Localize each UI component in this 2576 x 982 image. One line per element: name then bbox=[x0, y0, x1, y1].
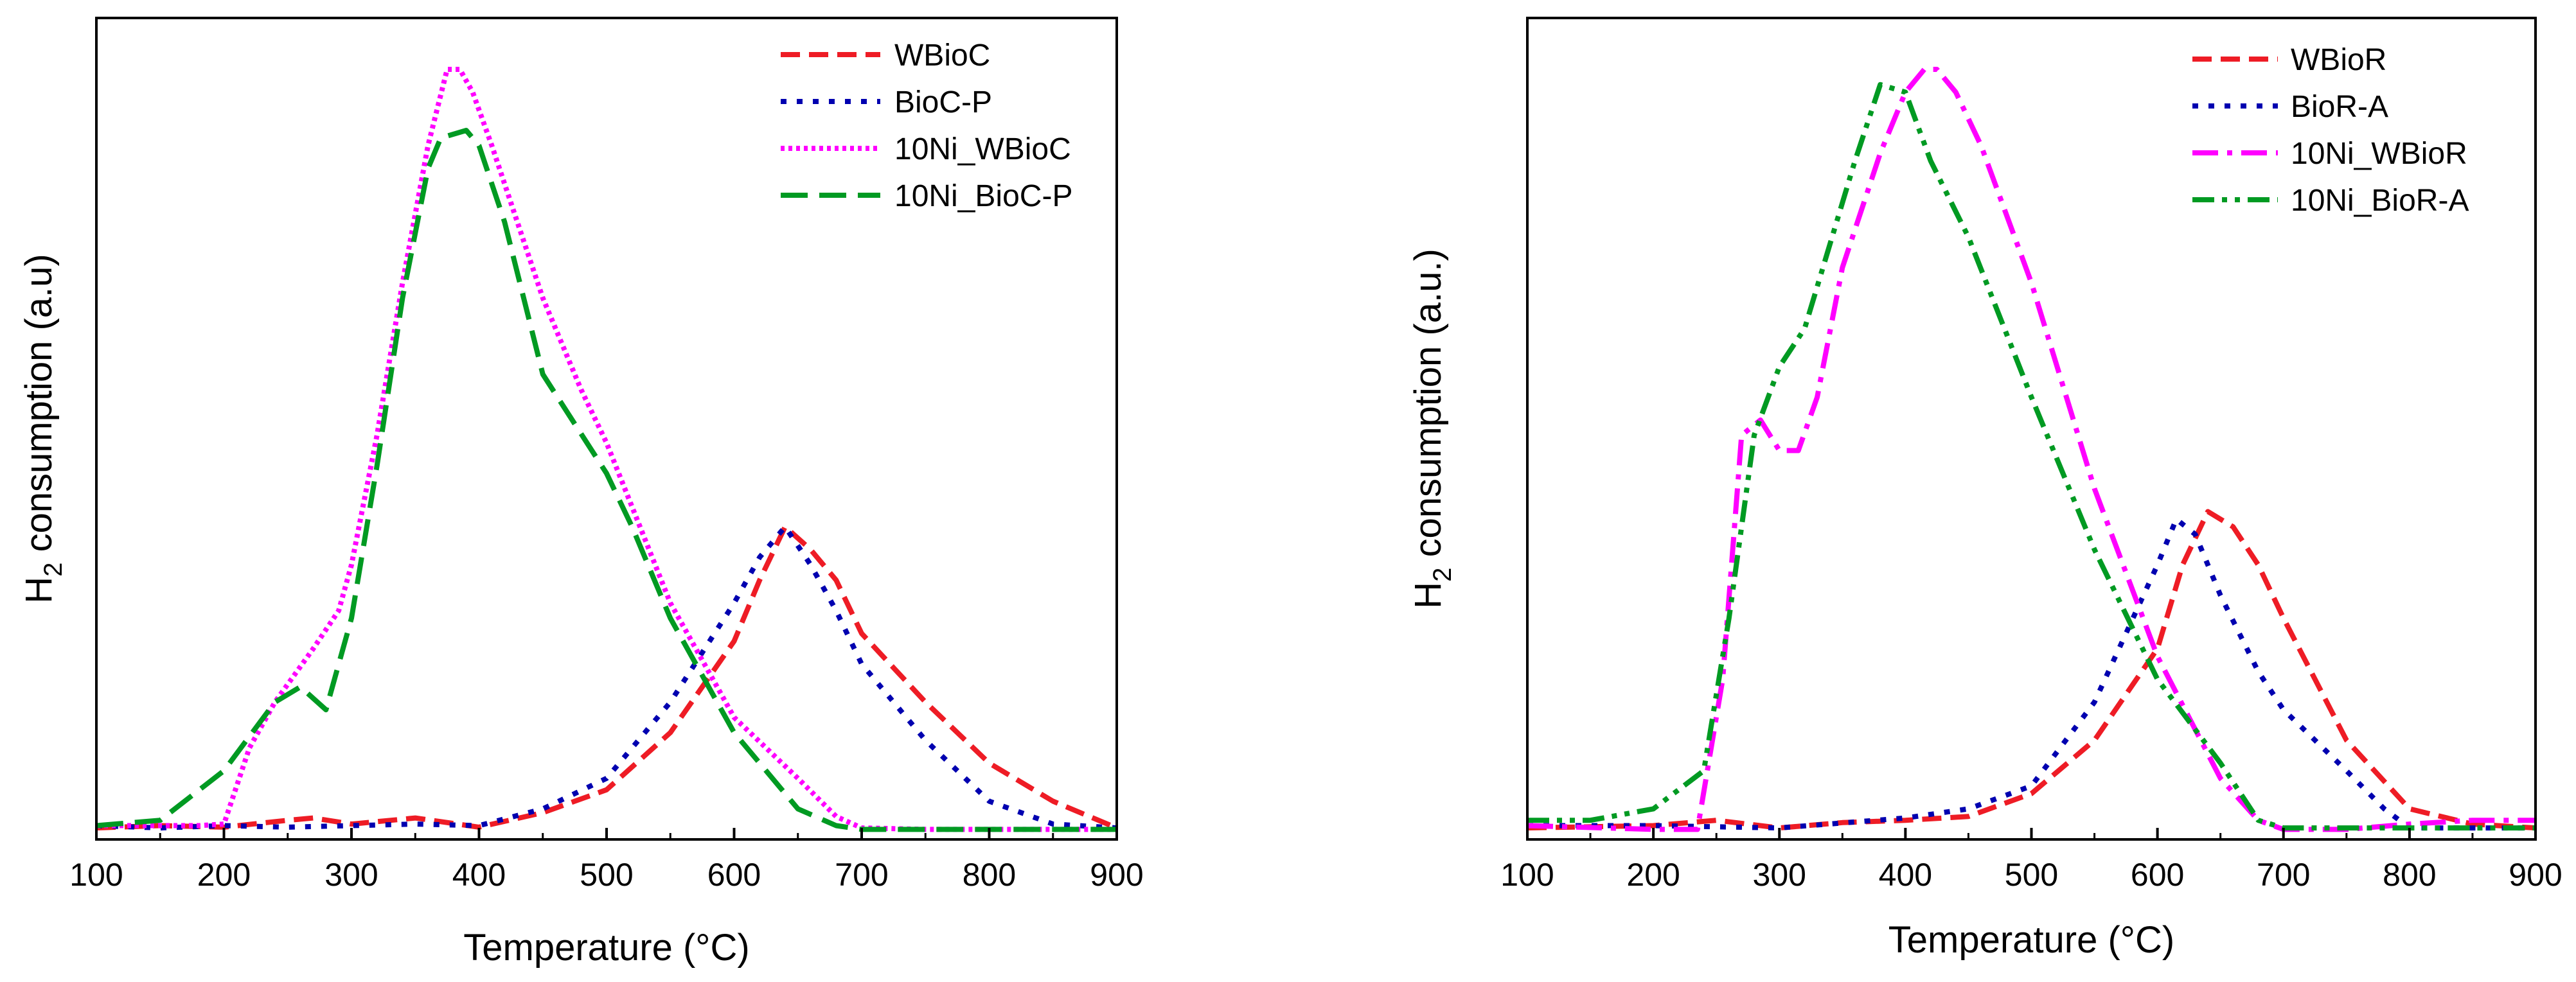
x-tick-label: 300 bbox=[1753, 857, 1806, 893]
y-axis-title-main: H bbox=[1407, 582, 1449, 609]
legend-label: BioR-A bbox=[2291, 90, 2388, 124]
y-axis-title: H2 consumption (a.u) bbox=[18, 254, 67, 603]
x-tick-label: 200 bbox=[1626, 857, 1680, 893]
x-tick-label: 700 bbox=[2257, 857, 2310, 893]
series-line-10ni-bior-a bbox=[1527, 82, 2536, 831]
y-axis-title-rest: consumption (a.u.) bbox=[1407, 249, 1449, 567]
series-line-bior-a bbox=[1527, 516, 2536, 831]
series-line-wbioc bbox=[96, 524, 1117, 831]
x-tick-label: 300 bbox=[324, 857, 378, 893]
y-axis-title: H2 consumption (a.u.) bbox=[1407, 249, 1457, 609]
series-line-bioc-p bbox=[96, 524, 1117, 831]
x-tick-label: 400 bbox=[452, 857, 506, 893]
legend-label: BioC-P bbox=[894, 85, 992, 119]
legend-label: 10Ni_BioR-A bbox=[2291, 184, 2469, 218]
x-tick-label: 600 bbox=[707, 857, 761, 893]
legend: WBioC BioC-P 10Ni_WBioC 10Ni_BioC-P bbox=[781, 39, 1072, 213]
series-line-wbior bbox=[1527, 509, 2536, 831]
x-tick-label: 100 bbox=[69, 857, 123, 893]
series-line-10ni-bioc-p bbox=[96, 128, 1117, 832]
x-tick-label: 600 bbox=[2131, 857, 2184, 893]
x-tick-label: 900 bbox=[2509, 857, 2562, 893]
legend-label: 10Ni_BioC-P bbox=[894, 179, 1072, 213]
x-tick-label: 200 bbox=[197, 857, 251, 893]
x-tick-label: 400 bbox=[1879, 857, 1932, 893]
x-axis-title: Temperature (°C) bbox=[463, 927, 749, 969]
x-tick-label: 500 bbox=[2005, 857, 2058, 893]
x-tick-label: 100 bbox=[1500, 857, 1554, 893]
legend-label: 10Ni_WBioR bbox=[2291, 137, 2467, 171]
legend: WBioR BioR-A 10Ni_WBioR 10Ni_BioR-A bbox=[2192, 43, 2469, 218]
x-tick-label: 800 bbox=[2383, 857, 2436, 893]
chart-panel-1: 100 200 300 400 500 600 700 800 900 Temperature (… bbox=[18, 17, 1144, 969]
legend-label: 10Ni_WBioC bbox=[894, 132, 1071, 166]
y-axis-title-subscript: 2 bbox=[39, 563, 67, 577]
series-line-10ni-wbior bbox=[1527, 67, 2536, 832]
y-axis-title-main: H bbox=[18, 577, 60, 604]
x-tick-label: 700 bbox=[835, 857, 888, 893]
x-tick-label: 500 bbox=[580, 857, 633, 893]
y-axis-title-rest: consumption (a.u) bbox=[18, 254, 60, 562]
legend-label: WBioR bbox=[2291, 43, 2386, 77]
x-axis-title: Temperature (°C) bbox=[1888, 919, 2174, 961]
x-tick-label: 900 bbox=[1090, 857, 1143, 893]
series-line-10ni-wbioc bbox=[96, 67, 1117, 832]
x-tick-label: 800 bbox=[963, 857, 1016, 893]
legend-label: WBioC bbox=[894, 39, 990, 73]
y-axis-title-subscript: 2 bbox=[1428, 568, 1457, 582]
chart-panel-2: 100 200 300 400 500 600 700 800 900 Temperature (… bbox=[1407, 17, 2563, 961]
